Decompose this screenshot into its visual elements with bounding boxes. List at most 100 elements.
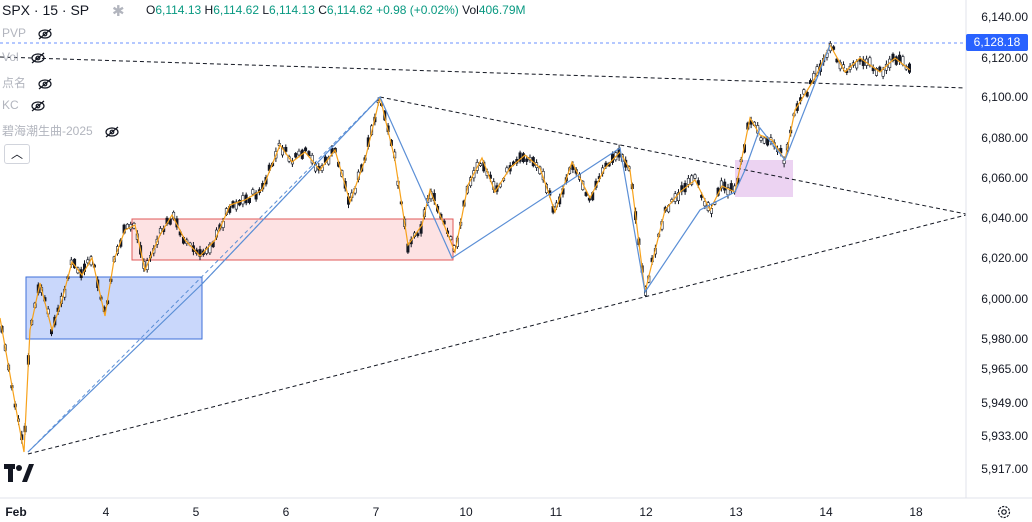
price-label: 6,020.00: [981, 251, 1028, 265]
indicator-kc[interactable]: KC: [2, 98, 46, 112]
time-label: 4: [102, 505, 110, 519]
candle: [241, 192, 245, 208]
indicator-bihai[interactable]: 碧海潮生曲-2025: [2, 122, 120, 139]
candle-body: [584, 192, 588, 196]
indicator-label: PVP: [2, 26, 26, 40]
candle-body: [782, 159, 786, 164]
close-value: 6,114.62: [326, 3, 373, 17]
blue-dashed-channel-1: [27, 96, 381, 453]
candle: [478, 162, 482, 168]
price-label: 5,933.00: [981, 429, 1028, 443]
candle-body: [759, 137, 763, 141]
candle: [518, 150, 522, 164]
candle: [729, 180, 733, 194]
candle-body: [858, 58, 862, 62]
candle: [723, 178, 727, 194]
purple-zone-box[interactable]: [735, 160, 793, 197]
high-value: 6,114.62: [213, 3, 260, 17]
low-value: 6,114.13: [269, 3, 315, 17]
candle: [254, 190, 258, 202]
volume-unit: M: [515, 3, 526, 17]
volume-key: Vol: [462, 3, 479, 17]
collapse-legend-button[interactable]: ︿: [4, 144, 30, 164]
eye-crossed-icon[interactable]: [37, 78, 53, 90]
price-label: 6,040.00: [981, 211, 1028, 225]
candle-body: [874, 68, 878, 76]
price-label: 5,949.00: [981, 396, 1028, 410]
candle: [802, 88, 806, 96]
time-label: 10: [459, 505, 473, 519]
candle: [762, 136, 766, 145]
candle-body: [241, 195, 245, 205]
candle-body: [696, 180, 700, 186]
candle-body: [703, 201, 707, 207]
candle: [874, 67, 878, 77]
upper-trendline[interactable]: [0, 56, 967, 89]
red-zone-box[interactable]: [131, 218, 454, 261]
candle: [304, 146, 308, 153]
indicator-dianming[interactable]: 点名: [2, 74, 53, 91]
eye-crossed-icon[interactable]: [30, 100, 46, 112]
price-label: 6,100.00: [981, 90, 1028, 104]
tradingview-logo-icon[interactable]: [4, 464, 34, 482]
asterisk-settings-icon[interactable]: ✱: [112, 3, 125, 20]
candle: [693, 173, 697, 180]
candle-body: [86, 259, 90, 264]
candle-body: [726, 187, 730, 196]
price-label: 5,980.00: [981, 332, 1028, 346]
lower-trendline[interactable]: [27, 214, 967, 455]
indicator-label: Vol: [2, 50, 19, 64]
close-key: C: [318, 3, 327, 17]
time-label: 7: [372, 505, 380, 519]
candle-body: [709, 208, 713, 214]
triangle-upper-line[interactable]: [379, 96, 967, 215]
eye-crossed-icon[interactable]: [37, 28, 53, 40]
candle: [907, 62, 911, 74]
indicator-vol[interactable]: Vol: [2, 50, 46, 64]
candle: [251, 187, 255, 197]
candle-body: [805, 91, 809, 97]
candle-body: [251, 189, 255, 195]
candle-body: [158, 228, 162, 234]
eye-crossed-icon[interactable]: [104, 126, 120, 138]
blue-zone-box[interactable]: [25, 276, 203, 340]
candle-body: [277, 143, 281, 146]
current-price-badge: 6,128.18: [966, 34, 1028, 51]
orange-zigzag-line: [0, 43, 911, 453]
candle-body: [294, 153, 298, 158]
time-label: 13: [729, 505, 743, 519]
price-label: 6,060.00: [981, 171, 1028, 185]
candle: [805, 90, 809, 98]
gear-icon[interactable]: [996, 504, 1012, 520]
blue-zigzag-line: [27, 44, 831, 453]
candle-body: [248, 197, 252, 203]
candle-body: [686, 177, 690, 185]
indicator-pvp[interactable]: PVP: [2, 26, 53, 40]
candle: [290, 157, 294, 168]
indicator-label: 碧海潮生曲-2025: [2, 124, 93, 138]
candle: [894, 55, 898, 66]
candle-body: [907, 63, 911, 73]
candle: [690, 174, 694, 187]
symbol-title[interactable]: SPX · 15 · SP: [2, 2, 90, 18]
open-value: 6,114.13: [155, 3, 202, 17]
time-label: 18: [909, 505, 923, 519]
indicator-label: KC: [2, 98, 19, 112]
indicator-label: 点名: [2, 76, 27, 90]
candle: [759, 135, 763, 143]
volume-value: 406.79: [478, 3, 516, 17]
candle-body: [284, 146, 288, 152]
candle-body: [208, 243, 212, 254]
open-key: O: [146, 3, 156, 17]
candle-body: [525, 158, 529, 162]
candle: [584, 191, 588, 197]
candle-body: [297, 150, 301, 156]
price-label: 5,917.00: [981, 462, 1028, 476]
eye-crossed-icon[interactable]: [30, 52, 46, 64]
price-label: 6,080.00: [981, 131, 1028, 145]
candle: [861, 56, 865, 70]
candle-body: [690, 175, 694, 185]
ohlc-values: O6,114.13 H6,114.62 L6,114.13 C6,114.62 …: [146, 3, 526, 17]
candle: [676, 189, 680, 205]
